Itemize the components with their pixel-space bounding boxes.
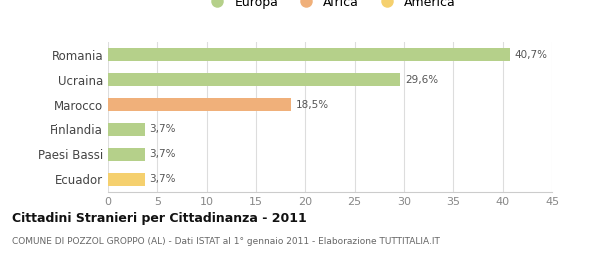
Bar [108, 173, 145, 186]
Legend: Europa, Africa, America: Europa, Africa, America [199, 0, 461, 14]
Text: 18,5%: 18,5% [295, 100, 329, 109]
Bar [108, 73, 400, 86]
Text: Cittadini Stranieri per Cittadinanza - 2011: Cittadini Stranieri per Cittadinanza - 2… [12, 212, 307, 225]
Text: 3,7%: 3,7% [149, 125, 176, 134]
Text: 3,7%: 3,7% [149, 174, 176, 184]
Bar [108, 48, 509, 61]
Text: 3,7%: 3,7% [149, 149, 176, 159]
Bar [108, 148, 145, 161]
Text: COMUNE DI POZZOL GROPPO (AL) - Dati ISTAT al 1° gennaio 2011 - Elaborazione TUTT: COMUNE DI POZZOL GROPPO (AL) - Dati ISTA… [12, 237, 440, 246]
Text: 29,6%: 29,6% [405, 75, 438, 85]
Bar [108, 98, 290, 111]
Bar [108, 123, 145, 136]
Text: 40,7%: 40,7% [515, 50, 548, 60]
